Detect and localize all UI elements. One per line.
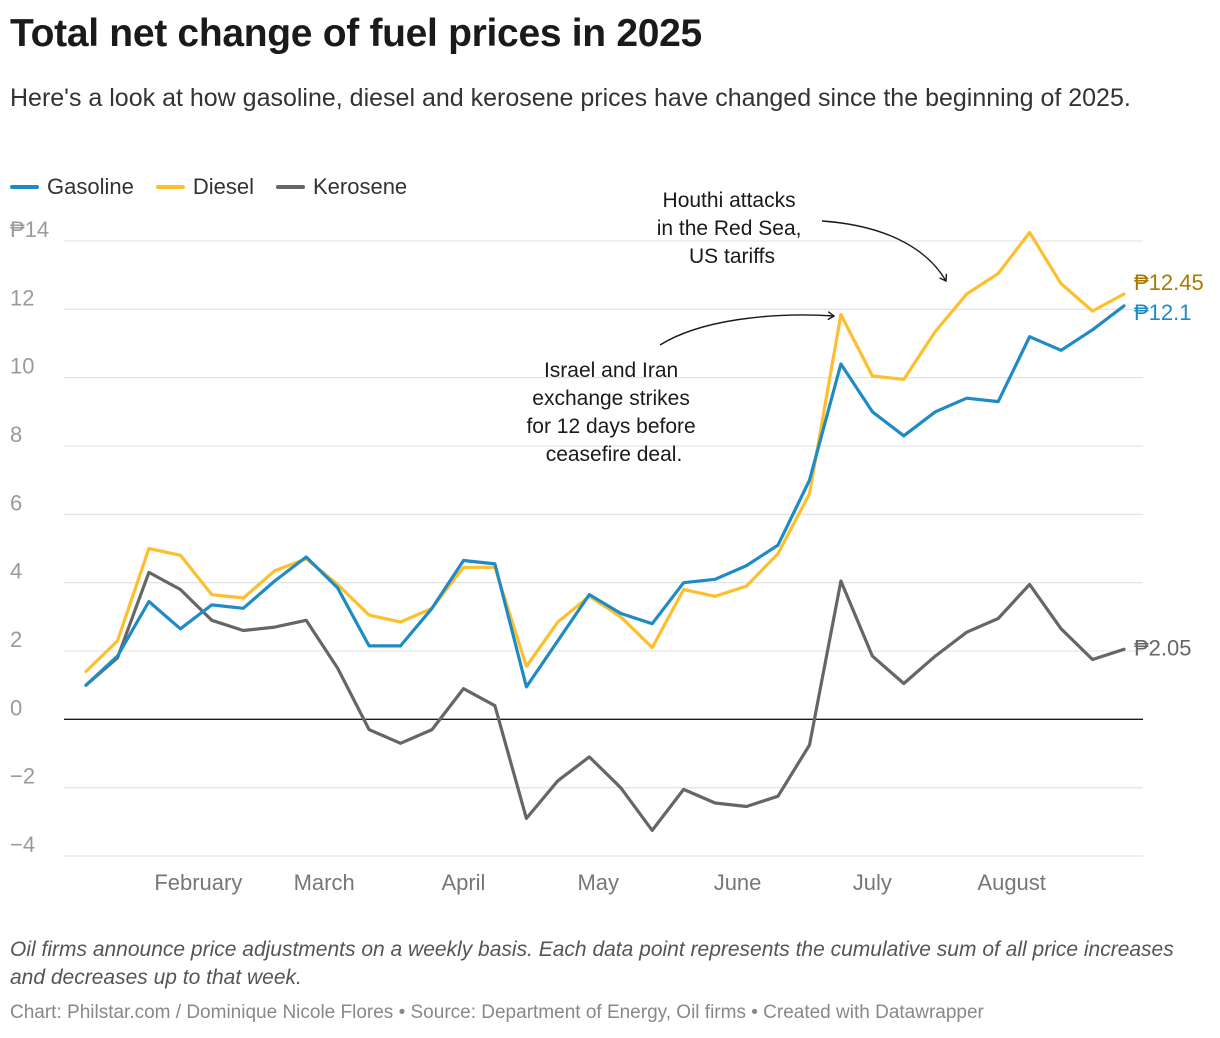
- legend-swatch-kerosene: [275, 185, 305, 189]
- y-tick-label: ₱14: [10, 217, 49, 242]
- x-axis-labels: February March April May June July August: [154, 870, 1046, 895]
- x-tick-label: June: [714, 870, 762, 895]
- y-tick-label: 12: [10, 285, 34, 310]
- y-tick-label: 2: [10, 627, 22, 652]
- legend-label-kerosene: Kerosene: [312, 174, 408, 199]
- series-line-gasoline: [84, 304, 1126, 689]
- y-tick-label: 6: [10, 490, 22, 515]
- annotation-israel-iran: Israel and Iran exchange strikes for 12 …: [526, 359, 701, 466]
- annotation-arrow-houthi: [821, 220, 948, 283]
- legend-label-diesel: Diesel: [192, 174, 254, 199]
- legend: Gasoline Diesel Kerosene: [10, 174, 407, 200]
- annotation-israel-iran-line: Israel and Iran: [544, 359, 678, 382]
- chart-notes: Oil firms announce price adjustments on …: [10, 938, 1174, 989]
- annotations: Houthi attacks in the Red Sea, US tariff…: [526, 189, 948, 466]
- end-label-kerosene: ₱2.05: [1134, 635, 1192, 660]
- line-chart: ₱14 12 10 8 6 4 2 0 −2 −4 February March April May Ju…: [10, 189, 1204, 895]
- annotation-israel-iran-line: for 12 days before: [526, 415, 695, 438]
- end-labels: ₱12.45 ₱12.1 ₱2.05: [1134, 270, 1204, 660]
- legend-label-gasoline: Gasoline: [47, 174, 134, 199]
- annotation-houthi: Houthi attacks in the Red Sea, US tariff…: [657, 189, 808, 268]
- annotation-houthi-line: in the Red Sea,: [657, 217, 802, 240]
- y-tick-label: −2: [10, 764, 35, 789]
- x-tick-label: March: [294, 870, 355, 895]
- x-tick-label: April: [441, 870, 485, 895]
- y-axis-labels: ₱14 12 10 8 6 4 2 0 −2 −4: [10, 217, 49, 857]
- chart-subtitle: Here's a look at how gasoline, diesel an…: [10, 84, 1131, 112]
- series-line-kerosene: [84, 570, 1126, 833]
- y-tick-label: 4: [10, 559, 22, 584]
- end-label-gasoline: ₱12.1: [1134, 300, 1192, 325]
- y-tick-label: 10: [10, 354, 34, 379]
- annotation-arrow-israel-iran: [659, 311, 836, 346]
- legend-swatch-diesel: [155, 185, 185, 189]
- annotation-houthi-line: US tariffs: [689, 245, 775, 268]
- legend-item-diesel: Diesel: [155, 174, 254, 200]
- annotation-israel-iran-line: ceasefire deal.: [546, 443, 683, 466]
- legend-item-kerosene: Kerosene: [275, 174, 408, 200]
- legend-item-gasoline: Gasoline: [10, 174, 134, 200]
- series-line-diesel: [84, 230, 1126, 674]
- x-tick-label: July: [853, 870, 892, 895]
- chart-credits: Chart: Philstar.com / Dominique Nicole F…: [10, 1002, 984, 1023]
- y-tick-label: 0: [10, 695, 22, 720]
- x-tick-label: February: [154, 870, 242, 895]
- y-tick-label: −4: [10, 832, 35, 857]
- series-lines: [84, 230, 1126, 833]
- gridlines: [64, 240, 1143, 857]
- x-tick-label: May: [577, 870, 619, 895]
- end-label-diesel: ₱12.45: [1134, 270, 1204, 295]
- x-tick-label: August: [977, 870, 1046, 895]
- legend-swatch-gasoline: [10, 185, 39, 189]
- chart-title: Total net change of fuel prices in 2025: [10, 12, 702, 55]
- annotation-israel-iran-line: exchange strikes: [532, 387, 690, 410]
- annotation-houthi-line: Houthi attacks: [663, 189, 796, 212]
- y-tick-label: 8: [10, 422, 22, 447]
